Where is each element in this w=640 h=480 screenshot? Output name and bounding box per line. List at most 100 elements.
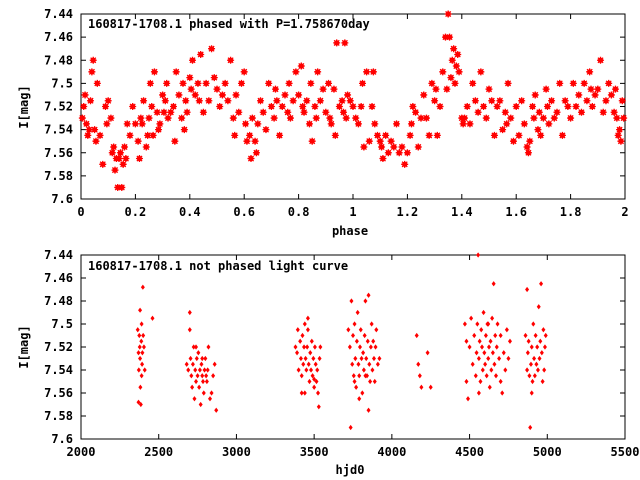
data-point	[487, 384, 492, 390]
data-point	[312, 344, 317, 350]
data-point	[561, 97, 569, 105]
data-point	[134, 137, 142, 145]
data-point	[467, 344, 472, 350]
data-point	[182, 97, 190, 105]
data-point	[433, 131, 441, 139]
data-point	[142, 143, 150, 151]
data-point	[286, 114, 294, 122]
data-point	[149, 131, 157, 139]
x-tick-label: 1	[349, 205, 356, 219]
data-point	[361, 367, 366, 373]
data-point	[316, 97, 324, 105]
data-point	[201, 378, 206, 385]
data-point	[406, 131, 414, 139]
data-point	[535, 344, 540, 350]
data-point	[237, 79, 245, 87]
data-point	[428, 79, 436, 87]
data-point	[473, 373, 478, 379]
data-point	[504, 79, 512, 87]
data-point	[281, 91, 289, 99]
data-point	[204, 373, 209, 379]
data-point	[327, 120, 335, 128]
data-point	[346, 97, 354, 105]
data-point	[365, 137, 373, 145]
data-point	[493, 332, 498, 339]
data-point	[373, 131, 381, 139]
data-point	[530, 378, 535, 385]
data-point	[480, 344, 485, 350]
data-point	[363, 298, 368, 304]
data-point	[368, 103, 376, 110]
data-point	[436, 103, 444, 110]
data-point	[205, 97, 213, 105]
data-point	[479, 327, 484, 333]
data-point	[372, 378, 377, 385]
data-point	[462, 321, 467, 327]
data-point	[99, 160, 107, 168]
data-point	[470, 361, 475, 367]
data-point	[353, 355, 358, 362]
data-point	[472, 332, 477, 339]
x-tick-label: 1.2	[397, 205, 419, 219]
data-point	[339, 108, 347, 116]
data-point	[139, 373, 144, 379]
phased-ylabel: I[mag]	[17, 85, 31, 128]
data-point	[116, 149, 124, 157]
data-point	[354, 338, 359, 344]
data-point	[180, 126, 188, 134]
data-point	[366, 407, 371, 413]
data-point	[393, 120, 401, 128]
data-point	[190, 361, 195, 367]
data-point	[492, 361, 497, 367]
data-point	[368, 378, 373, 385]
y-tick-label: 7.6	[51, 192, 73, 206]
data-point	[316, 390, 321, 396]
data-point	[572, 103, 580, 110]
data-point	[140, 97, 148, 105]
data-point	[309, 338, 314, 344]
data-point	[471, 97, 479, 105]
data-point	[140, 350, 145, 356]
data-point	[191, 344, 196, 350]
data-point	[507, 338, 512, 344]
data-point	[464, 338, 469, 344]
data-point	[119, 160, 127, 168]
data-point	[190, 384, 195, 390]
data-point	[587, 85, 595, 93]
data-point	[539, 114, 547, 122]
data-point	[483, 361, 488, 367]
data-point	[359, 79, 367, 87]
data-point	[504, 327, 509, 333]
data-point	[140, 284, 145, 290]
data-point	[360, 390, 365, 396]
data-point	[298, 355, 303, 362]
data-point	[364, 355, 369, 362]
data-point	[567, 114, 575, 122]
data-point	[270, 114, 278, 122]
data-point	[526, 338, 531, 344]
data-point	[500, 390, 505, 396]
data-point	[295, 350, 300, 356]
data-point	[150, 315, 155, 321]
data-point	[89, 56, 97, 64]
data-point	[175, 91, 183, 99]
data-point	[475, 321, 480, 327]
data-point	[569, 79, 577, 87]
data-point	[208, 396, 213, 402]
data-point	[193, 367, 198, 373]
data-point	[506, 355, 511, 362]
data-point	[538, 338, 543, 344]
x-tick-label: 4500	[455, 445, 484, 459]
data-point	[313, 361, 318, 367]
data-point	[211, 373, 216, 379]
data-point	[88, 68, 96, 76]
data-point	[92, 137, 100, 145]
unphased-data-points	[135, 252, 548, 431]
data-point	[529, 390, 534, 396]
y-tick-label: 7.5	[51, 317, 73, 331]
data-point	[414, 332, 419, 339]
data-point	[155, 126, 163, 134]
data-point	[144, 131, 152, 139]
data-point	[524, 149, 532, 157]
data-point	[305, 120, 313, 128]
